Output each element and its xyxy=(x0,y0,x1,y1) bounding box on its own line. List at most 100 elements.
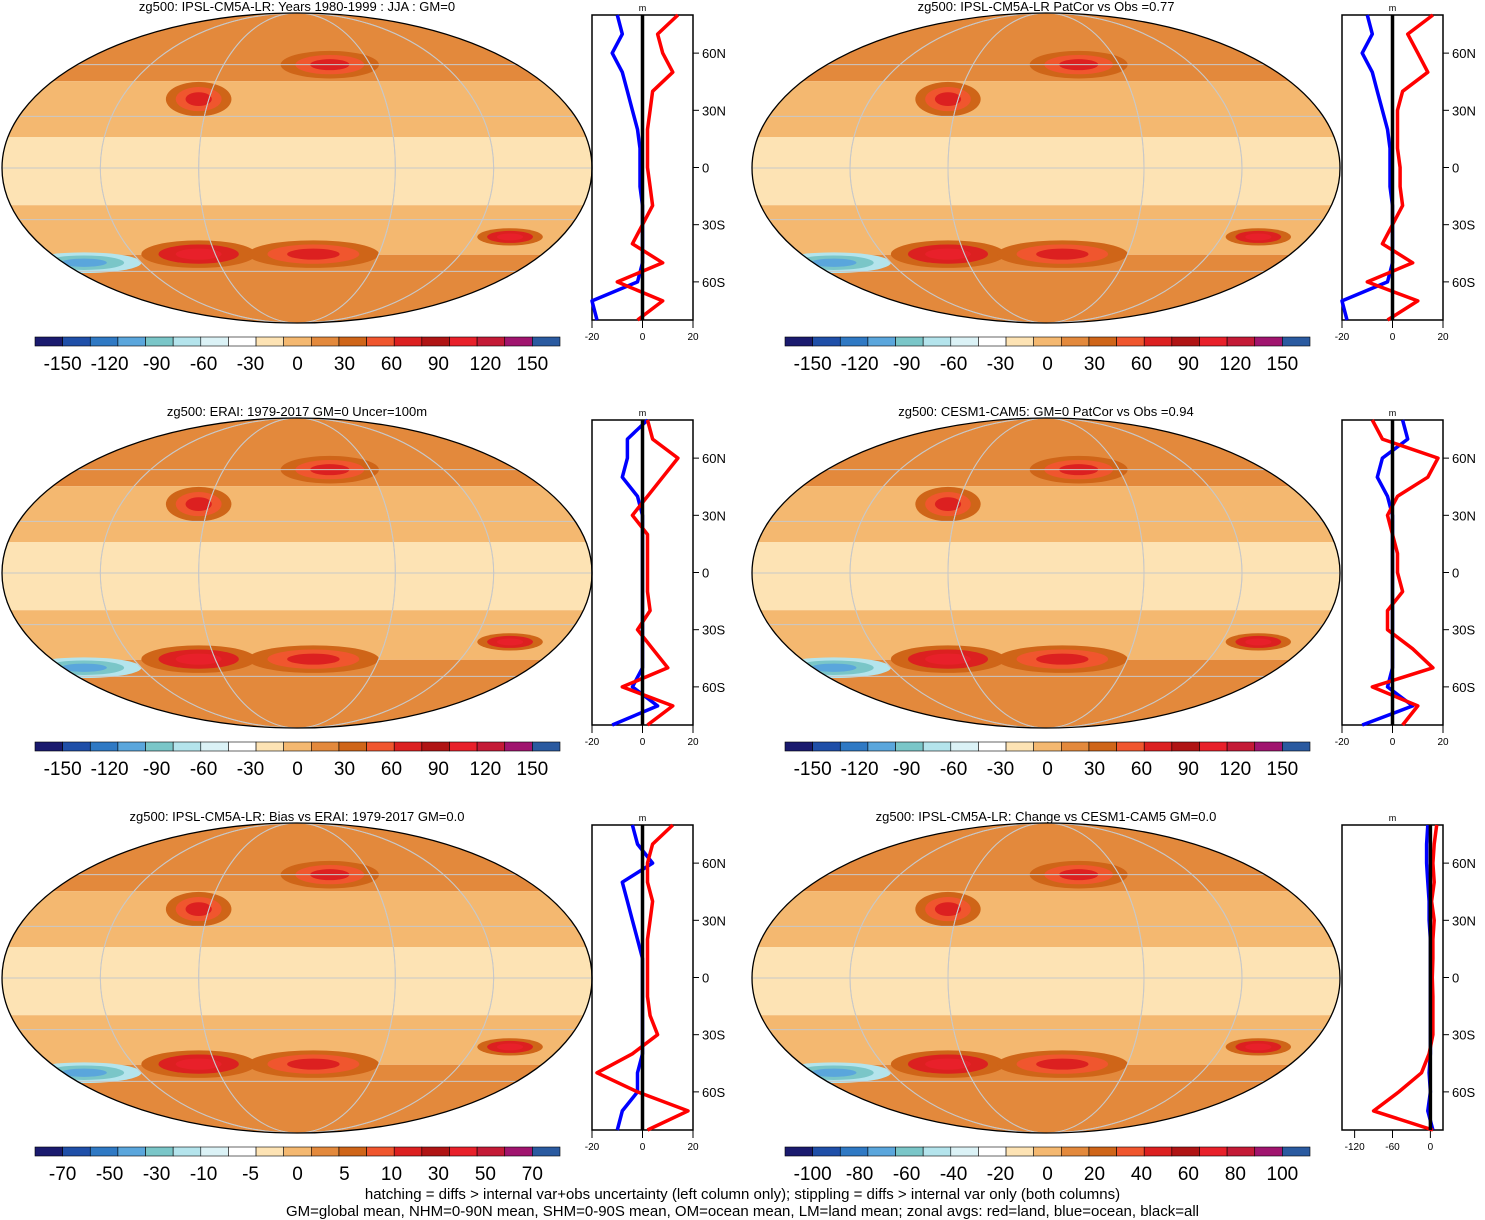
colorbar-tick-label: -5 xyxy=(242,1164,259,1185)
map-anomaly xyxy=(175,248,222,260)
colorbar-swatch xyxy=(283,741,312,752)
map-band xyxy=(752,486,1340,542)
map-anomaly xyxy=(1036,653,1089,665)
colorbar-swatch xyxy=(1033,741,1062,752)
profile-lat-label: 60S xyxy=(702,1085,725,1100)
colorbar-swatch xyxy=(1088,1146,1117,1157)
colorbar-swatch xyxy=(1171,1146,1200,1157)
map-field xyxy=(752,418,1340,728)
map-outline xyxy=(751,822,1341,1134)
profile-lat-label: 60S xyxy=(702,680,725,695)
colorbar-tick-label: -20 xyxy=(987,1164,1014,1185)
profile-xtick-label: 0 xyxy=(1428,1142,1434,1153)
profile-lat-label: 60N xyxy=(1452,856,1476,871)
profile-lat-label: 0 xyxy=(702,971,709,986)
profile-lat-label: 60N xyxy=(702,856,726,871)
map-field xyxy=(752,823,1340,1133)
colorbar-swatch xyxy=(1116,1146,1145,1157)
colorbar-tick-label: -60 xyxy=(940,354,967,375)
colorbar-tick-label: -90 xyxy=(143,759,170,780)
colorbar-swatch xyxy=(812,741,841,752)
colorbar-swatch xyxy=(1005,1146,1034,1157)
panel-title: zg500: IPSL-CM5A-LR: Change vs CESM1-CAM… xyxy=(876,809,1217,824)
colorbar-tick-label: -80 xyxy=(846,1164,873,1185)
map-anomaly xyxy=(38,860,65,872)
profile-xtick-label: -20 xyxy=(585,332,600,343)
colorbar-swatch xyxy=(338,1146,367,1157)
map-anomaly xyxy=(934,902,962,916)
colorbar-swatch xyxy=(1199,336,1228,347)
colorbar-tick-label: 60 xyxy=(381,759,402,780)
map-anomaly xyxy=(810,258,857,267)
map-anomaly xyxy=(38,50,65,62)
profile-lat-label: 0 xyxy=(1452,566,1459,581)
profile-lat-label: 30S xyxy=(702,218,725,233)
colorbar-swatch xyxy=(255,1146,284,1157)
colorbar-tick-label: 60 xyxy=(1131,354,1152,375)
colorbar-swatch xyxy=(1226,336,1256,347)
panel-title: zg500: IPSL-CM5A-LR PatCor vs Obs =0.77 xyxy=(918,0,1175,14)
panel-title: zg500: IPSL-CM5A-LR: Years 1980-1999 : J… xyxy=(139,0,455,14)
map-band xyxy=(2,891,592,947)
map-band xyxy=(2,486,592,542)
profile-lat-label: 0 xyxy=(1452,161,1459,176)
colorbar-swatch xyxy=(145,1146,174,1157)
colorbar-swatch xyxy=(950,741,979,752)
colorbar-tick-label: -60 xyxy=(940,759,967,780)
map-anomaly xyxy=(787,50,815,62)
colorbar-swatch xyxy=(1171,741,1200,752)
colorbar-tick-label: -60 xyxy=(190,759,217,780)
colorbar-swatch xyxy=(145,741,174,752)
colorbar-swatch xyxy=(1254,1146,1283,1157)
profile-land-line xyxy=(615,13,680,322)
colorbar-swatch xyxy=(476,336,506,347)
profile-xtick-label: -20 xyxy=(585,737,600,748)
colorbar-swatch xyxy=(421,1146,450,1157)
colorbar-swatch xyxy=(812,1146,841,1157)
panel-3: zg500: ERAI: 1979-2017 GM=0 Uncer=100m -1… xyxy=(1,404,726,780)
map-anomaly xyxy=(810,1068,857,1077)
colorbar-tick-label: -30 xyxy=(237,354,264,375)
profile-lat-label: 60S xyxy=(1452,275,1475,290)
colorbar-swatch xyxy=(1061,336,1090,347)
colorbar-tick-label: -100 xyxy=(794,1164,832,1185)
colorbar-swatch xyxy=(895,1146,924,1157)
profile-lat-label: 60S xyxy=(702,275,725,290)
colorbar-tick-label: -40 xyxy=(940,1164,967,1185)
map-field xyxy=(2,13,592,323)
profile-xtick-label: -20 xyxy=(585,1142,600,1153)
map-anomaly xyxy=(61,663,107,672)
profile-lat-label: 30S xyxy=(702,623,725,638)
map-anomaly xyxy=(778,856,824,876)
map-anomaly xyxy=(1245,638,1272,646)
colorbar-swatch xyxy=(839,741,869,752)
colorbar-swatch xyxy=(62,1146,91,1157)
colorbar-swatch xyxy=(1143,336,1173,347)
profile-lat-label: 60N xyxy=(1452,46,1476,61)
colorbar-tick-label: -30 xyxy=(987,759,1014,780)
profile-land-line xyxy=(1365,13,1434,322)
colorbar-swatch xyxy=(393,1146,423,1157)
map-anomaly xyxy=(1245,233,1272,241)
colorbar-tick-label: -150 xyxy=(794,759,832,780)
colorbar-swatch xyxy=(449,1146,478,1157)
colorbar-tick-label: -150 xyxy=(794,354,832,375)
colorbar-tick-label: 10 xyxy=(381,1164,402,1185)
map-band xyxy=(2,137,592,206)
colorbar-swatch xyxy=(366,336,395,347)
profile-xtick-label: 20 xyxy=(1437,737,1449,748)
colorbar-swatch xyxy=(200,1146,229,1157)
colorbar-swatch xyxy=(839,1146,869,1157)
colorbar-swatch xyxy=(867,336,896,347)
map-anomaly xyxy=(496,1043,524,1051)
colorbar-tick-label: 60 xyxy=(1131,759,1152,780)
colorbar-swatch xyxy=(228,741,257,752)
colorbar-swatch xyxy=(172,1146,202,1157)
colorbar-swatch xyxy=(172,336,202,347)
profile-units: m xyxy=(1389,408,1397,418)
colorbar-swatch xyxy=(950,336,979,347)
colorbar-tick-label: 60 xyxy=(1178,1164,1199,1185)
colorbar-swatch xyxy=(117,336,146,347)
map-anomaly xyxy=(287,1058,340,1070)
colorbar-swatch xyxy=(1116,336,1145,347)
